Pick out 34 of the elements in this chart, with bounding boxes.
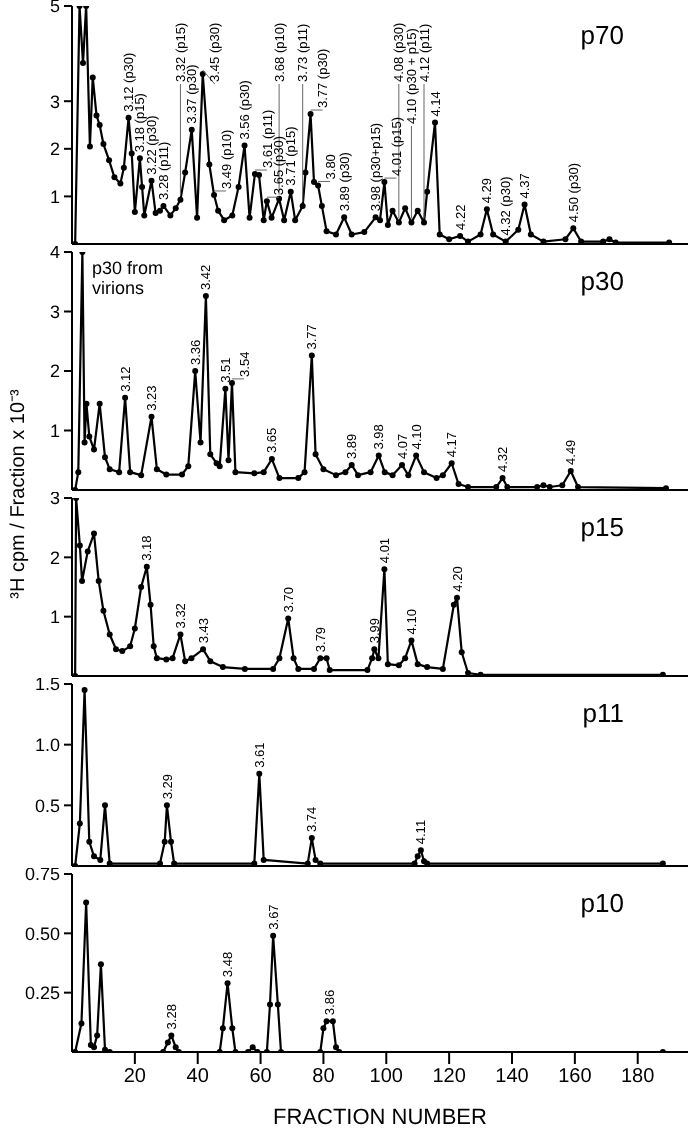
x-tick-label: 140: [495, 1066, 530, 1089]
x-tick-label: 80: [312, 1066, 336, 1089]
y-tick-label: 0.5: [34, 795, 60, 816]
y-tick-label: 0.75: [24, 864, 60, 885]
x-tick-label: 40: [186, 1066, 210, 1089]
y-tick-label: 2: [49, 547, 60, 568]
text: p15: [580, 512, 624, 542]
y-tick-label: 1: [49, 420, 60, 441]
y-tick-label: 4: [49, 242, 60, 263]
y-tick-label: 5: [49, 0, 60, 17]
y-tick-label: 3: [49, 488, 60, 509]
x-tick-label: 180: [621, 1066, 656, 1089]
x-tick-label: 160: [558, 1066, 593, 1089]
y-tick-label: 3: [49, 301, 60, 322]
annotation: p30 from virions: [92, 258, 164, 298]
y-tick-label: 1: [49, 607, 60, 628]
y-tick-label: 2: [49, 361, 60, 382]
text: p10: [580, 888, 624, 918]
y-tick-label: 1.5: [34, 674, 60, 695]
y-tick-label: 2: [49, 139, 60, 160]
y-tick-label: 3: [49, 91, 60, 112]
y-tick-label: 0.25: [24, 983, 60, 1004]
x-tick-label: 120: [432, 1066, 467, 1089]
x-tick-label: 20: [123, 1066, 147, 1089]
y-tick-label: 1.0: [34, 735, 60, 756]
y-tick-label: 1: [49, 186, 60, 207]
x-axis-title: FRACTION NUMBER: [273, 1106, 488, 1130]
text: p30: [580, 266, 624, 296]
x-tick-label: 60: [249, 1066, 273, 1089]
text: p11: [582, 698, 624, 728]
x-tick-label: 100: [369, 1066, 404, 1089]
y-axis-title: ³H cpm / Fraction x 10⁻³: [6, 387, 30, 603]
text: p70: [580, 20, 624, 50]
y-tick-label: 0.50: [24, 923, 60, 944]
